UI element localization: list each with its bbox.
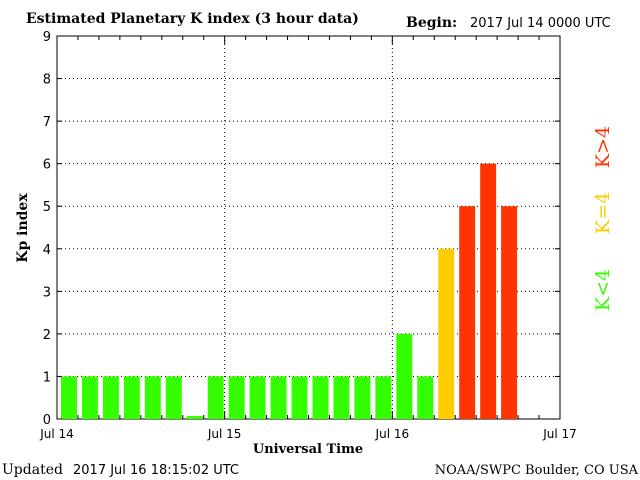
kp-bar	[228, 376, 245, 419]
y-ticks: 0 1 2 3 4 5 6 7 8 9	[43, 30, 560, 428]
kp-bar	[61, 376, 77, 419]
y-tick-label: 5	[43, 200, 51, 215]
kp-bar	[459, 206, 476, 419]
y-tick-label: 2	[43, 328, 51, 343]
x-ticks: Jul 14 Jul 15 Jul 16 Jul 17	[39, 36, 577, 441]
y-tick-label: 9	[43, 30, 51, 45]
kp-bar	[123, 376, 140, 419]
kp-bar	[396, 333, 413, 419]
y-axis-label: Kp index	[15, 193, 31, 263]
bar-series	[61, 163, 518, 419]
updated-label: Updated	[2, 462, 63, 478]
kp-bar	[354, 376, 371, 419]
kp-bar	[438, 248, 455, 419]
legend-entry: K<4	[592, 269, 614, 311]
kp-bar	[270, 376, 287, 419]
begin-value: 2017 Jul 14 0000 UTC	[470, 16, 611, 31]
kp-bar	[249, 376, 266, 419]
kp-bar	[417, 376, 434, 419]
x-tick-label: Jul 15	[207, 427, 242, 441]
x-tick-label: Jul 17	[542, 427, 577, 441]
legend: K<4 K=4 K>4	[592, 126, 614, 311]
x-axis-label: Universal Time	[253, 442, 363, 457]
kp-bar	[312, 376, 329, 419]
y-tick-label: 6	[43, 158, 51, 173]
kp-bar	[501, 206, 518, 419]
kp-bar	[144, 376, 161, 419]
x-tick-label: Jul 16	[375, 427, 410, 441]
y-tick-label: 0	[43, 413, 51, 428]
y-tick-label: 7	[43, 115, 51, 130]
x-tick-label: Jul 14	[39, 427, 74, 441]
legend-entry: K>4	[592, 126, 614, 168]
y-tick-label: 1	[43, 370, 51, 385]
kp-bar	[165, 376, 182, 419]
credit-text: NOAA/SWPC Boulder, CO USA	[435, 463, 639, 478]
kp-bar	[375, 376, 392, 419]
kp-bar	[207, 376, 224, 419]
kp-bar	[186, 416, 203, 419]
kp-bar	[102, 376, 119, 419]
begin-label: Begin:	[406, 15, 457, 31]
legend-entry: K=4	[592, 192, 614, 234]
updated-value: 2017 Jul 16 18:15:02 UTC	[73, 463, 239, 478]
y-tick-label: 3	[43, 285, 51, 300]
plot-area	[56, 35, 561, 420]
y-tick-label: 8	[43, 73, 51, 88]
kp-bar	[291, 376, 308, 419]
kp-bar	[480, 163, 497, 419]
kp-bar	[333, 376, 350, 419]
kp-bar	[81, 376, 98, 419]
chart-title: Estimated Planetary K index (3 hour data…	[26, 11, 359, 27]
y-tick-label: 4	[43, 243, 51, 258]
